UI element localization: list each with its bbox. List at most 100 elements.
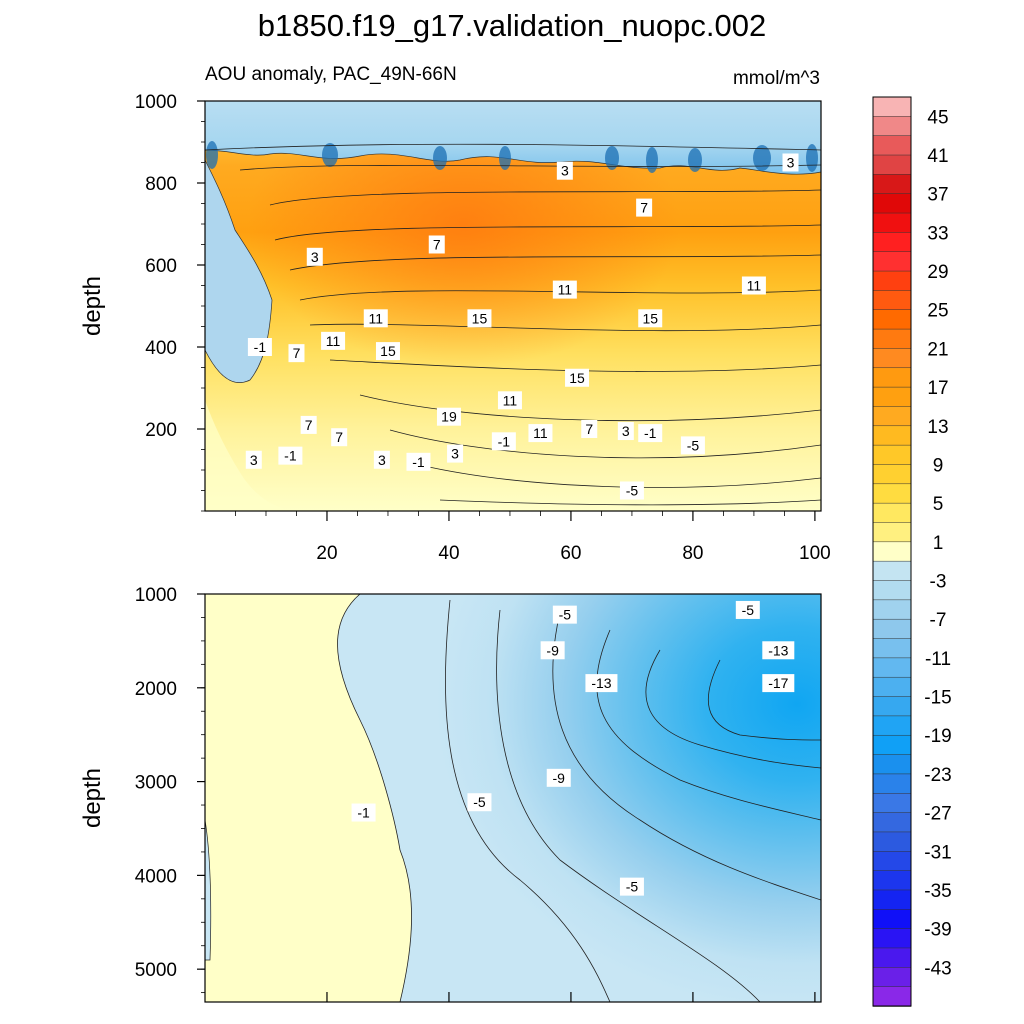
lower-contour-label: -5: [742, 602, 755, 618]
lower-contour-label: -5: [626, 879, 639, 895]
colorbar-swatch: [872, 232, 912, 253]
upper-contour-label: 7: [305, 417, 313, 433]
upper-y-tick-label: 200: [145, 420, 177, 441]
lower-contour-label: -17: [768, 675, 788, 691]
upper-surface-negative-band: [205, 101, 821, 175]
lower-contour-label: -13: [591, 675, 611, 691]
upper-contour-label-box: [619, 481, 644, 500]
colorbar-swatch: [872, 696, 912, 717]
colorbar-label: -31: [924, 842, 951, 863]
colorbar-swatch: [872, 193, 912, 214]
colorbar-swatch: [872, 541, 912, 562]
lower-contour-label-box: [546, 768, 571, 787]
lower-contour-label-box: [552, 605, 577, 624]
colorbar-label: 9: [933, 455, 944, 476]
upper-contour-label: -5: [687, 437, 700, 453]
colorbar-swatch: [872, 348, 912, 369]
colorbar-swatch: [872, 174, 912, 195]
colorbar-label: -3: [930, 572, 947, 593]
chart-units: mmol/m^3: [733, 68, 820, 89]
upper-contour-label-box: [245, 450, 262, 469]
upper-contour-label-box: [321, 331, 346, 350]
upper-contour-label: -1: [284, 448, 297, 464]
colorbar-label: 25: [927, 301, 948, 322]
colorbar-label: -15: [924, 688, 951, 709]
upper-contour-label-box: [436, 407, 461, 426]
upper-contour-label-box: [556, 161, 573, 180]
colorbar-label: -7: [930, 610, 947, 631]
upper-contour-label: 3: [622, 423, 630, 439]
lower-y-axis-label: depth: [79, 768, 106, 828]
upper-contour-label: 11: [558, 282, 573, 298]
upper-contour-label-box: [288, 344, 305, 363]
upper-contour-label-box: [306, 247, 323, 266]
colorbar-label: 5: [933, 494, 944, 515]
upper-contour-label-box: [782, 153, 799, 172]
colorbar-swatch: [872, 464, 912, 485]
colorbar-label: 45: [927, 107, 948, 128]
lower-contour-label: -9: [553, 770, 566, 786]
upper-contour-label: 15: [380, 343, 396, 359]
upper-contour-label: 3: [378, 452, 386, 468]
colorbar-swatch: [872, 638, 912, 659]
upper-panel-axes: 200 400 600 800 1000 20 40 60 80 100: [135, 92, 831, 564]
colorbar-swatch: [872, 618, 912, 640]
upper-contour-label-box: [680, 436, 705, 455]
upper-contour-label: 11: [747, 278, 762, 294]
lower-contour-label-box: [735, 600, 760, 619]
upper-contour-label-box: [373, 450, 390, 469]
upper-contour-label: 3: [787, 155, 795, 171]
colorbar-swatch: [872, 96, 912, 118]
upper-x-tick-label: 60: [560, 543, 581, 564]
lower-contour-label-box: [619, 877, 644, 896]
upper-contour-label-box: [406, 452, 431, 471]
colorbar-swatch: [872, 154, 912, 176]
colorbar-swatch: [872, 116, 912, 137]
colorbar-label: 29: [927, 262, 948, 283]
colorbar-swatch: [872, 251, 912, 272]
lower-contour-label-box: [585, 674, 618, 693]
upper-contour-label: 7: [293, 345, 301, 361]
upper-contour-label-box: [428, 235, 445, 254]
colorbar-label: -27: [924, 804, 951, 825]
upper-contour-label-box: [247, 338, 272, 356]
upper-contour-label-box: [375, 342, 400, 361]
colorbar-label: -43: [924, 958, 951, 979]
upper-contour-label: -1: [254, 339, 267, 355]
upper-contour-label-box: [300, 415, 317, 434]
upper-contour-label: 3: [561, 163, 569, 179]
lower-contour-label: -1: [357, 805, 370, 821]
colorbar-label: 33: [927, 223, 948, 244]
colorbar-swatch: [872, 406, 912, 427]
colorbar-swatch: [872, 851, 912, 872]
upper-contour-label: -1: [412, 454, 425, 470]
colorbar-swatch: [872, 483, 912, 504]
colorbar-swatch: [872, 135, 912, 156]
upper-panel: [205, 101, 821, 511]
colorbar-swatch: [872, 812, 912, 833]
upper-x-tick-label: 100: [799, 543, 831, 564]
upper-contour-label: -1: [498, 433, 511, 449]
lower-contour-labels: -5 -5 -9 -13 -13 -17 -9 -5 -1 -5: [351, 600, 795, 896]
lower-y-tick-label: 5000: [135, 960, 177, 981]
upper-left-negative-tongue: [205, 159, 273, 383]
lower-contour-label-box: [467, 793, 492, 812]
colorbar-label: 1: [933, 533, 944, 554]
upper-contour-label-box: [565, 368, 590, 387]
lower-panel-frame: [204, 593, 822, 1003]
lower-contour-label: -5: [473, 794, 486, 810]
upper-contour-labels: 3 -1 3 -1 3 -1 -5 -5 7 7 19 11 7 3 -1 11 15 -1 7 11 15 11 15 15…: [245, 153, 799, 500]
colorbar-swatch: [872, 599, 912, 620]
colorbar-swatch: [872, 367, 912, 388]
lower-panel-axes: 1000 2000 3000 4000 5000: [135, 585, 816, 1002]
colorbar-swatch: [872, 909, 912, 930]
lower-contour-label: -13: [768, 642, 788, 658]
upper-x-tick-label: 40: [438, 543, 459, 564]
colorbar: 45 41 37 33 29 25 21 17 13 9 5 1 -3 -7 -11 -15 -19 -23 -27…: [872, 96, 952, 1007]
upper-contour-label-box: [741, 276, 766, 295]
upper-contour-label: 19: [441, 409, 457, 425]
upper-left-yellow-wall: [205, 400, 300, 511]
colorbar-swatch: [872, 967, 912, 988]
colorbar-swatch: [872, 522, 912, 543]
upper-contour-label: 3: [451, 446, 459, 462]
